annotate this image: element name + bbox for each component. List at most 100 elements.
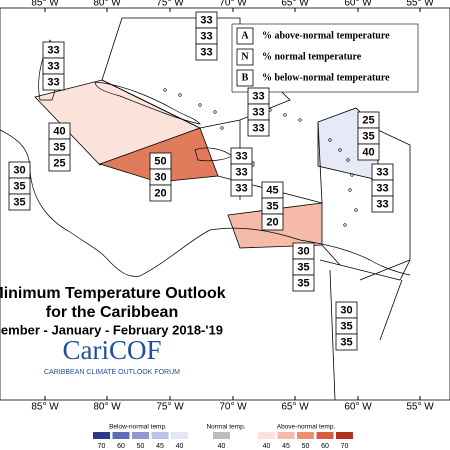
prob-value: 33 — [235, 166, 247, 178]
title: for the Caribbean — [46, 304, 178, 321]
prob-value: 33 — [376, 182, 388, 194]
prob-value: 45 — [266, 184, 278, 196]
colorbar-swatch — [171, 432, 188, 439]
prob-value: 35 — [297, 277, 309, 289]
island — [198, 103, 202, 107]
prob-value: 35 — [340, 336, 352, 348]
prob-value: 50 — [154, 155, 166, 167]
longitude-label: 55° W — [406, 402, 434, 413]
prob-value: 33 — [235, 150, 247, 162]
colorbar-swatch — [151, 432, 169, 439]
island — [354, 208, 358, 212]
prob-box — [8, 193, 31, 211]
prob-value: 33 — [200, 30, 212, 42]
colorbar-tick: 40 — [176, 443, 184, 450]
island — [343, 223, 347, 227]
longitude-label: 60° W — [344, 0, 372, 9]
prob-value: 20 — [154, 187, 166, 199]
prob-value: 40 — [53, 125, 65, 137]
island — [298, 118, 302, 122]
prob-value: 30 — [297, 245, 309, 257]
prob-value: 33 — [47, 44, 59, 56]
colorbar-label: Normal temp. — [206, 424, 245, 431]
longitude-label: 75° W — [156, 0, 184, 9]
colorbar-label: Above-normal temp. — [277, 424, 336, 431]
prob-value: 40 — [362, 146, 374, 158]
prob-value: 33 — [200, 14, 212, 26]
prob-value: 35 — [362, 130, 374, 142]
prob-value: 20 — [266, 216, 278, 228]
longitude-label: 65° W — [281, 0, 309, 9]
longitude-label: 70° W — [219, 402, 247, 413]
colorbar-tick: 40 — [218, 443, 226, 450]
prob-box — [335, 333, 358, 351]
prob-box — [357, 143, 380, 161]
prob-box — [292, 274, 315, 292]
prob-value: 33 — [47, 76, 59, 88]
longitude-label: 70° W — [219, 0, 247, 9]
colorbar-swatch — [112, 432, 130, 439]
prob-value: 33 — [235, 182, 247, 194]
prob-value: 30 — [340, 304, 352, 316]
prob-box — [149, 184, 172, 202]
prob-box — [371, 195, 394, 213]
longitude-label: 55° W — [406, 0, 434, 9]
key-letter-box — [236, 48, 254, 66]
colorbar-tick: 50 — [137, 443, 145, 450]
island — [163, 88, 167, 92]
island — [350, 173, 354, 177]
prob-value: 33 — [376, 198, 388, 210]
prob-value: 35 — [53, 141, 65, 153]
prob-value: 33 — [252, 90, 264, 102]
colorbar-swatch — [316, 432, 334, 439]
prob-value: 30 — [13, 164, 25, 176]
prob-value: 33 — [47, 60, 59, 72]
colorbar-tick: 50 — [302, 443, 310, 450]
longitude-label: 80° W — [93, 402, 121, 413]
longitude-label: 75° W — [156, 402, 184, 413]
colorbar-tick: 70 — [341, 443, 349, 450]
colorbar-tick: 45 — [156, 443, 164, 450]
longitude-label: 85° W — [31, 0, 59, 9]
prob-value: 25 — [362, 114, 374, 126]
longitude-label: 85° W — [31, 402, 59, 413]
prob-value: 25 — [53, 157, 65, 169]
prob-value: 35 — [340, 320, 352, 332]
colorbar-swatch — [336, 432, 353, 439]
island — [213, 110, 217, 114]
colorbar-swatch — [213, 432, 230, 439]
subtitle: December - January - February 2018-'19 — [0, 322, 223, 337]
prob-box — [247, 119, 270, 137]
prob-value: 30 — [154, 171, 166, 183]
longitude-label: 80° W — [93, 0, 121, 9]
island — [348, 188, 352, 192]
colorbar-swatch — [297, 432, 314, 439]
prob-value: 35 — [13, 196, 25, 208]
key-text: % below-normal temperature — [262, 72, 390, 83]
prob-value: 35 — [266, 200, 278, 212]
prob-value: 35 — [13, 180, 25, 192]
island-group — [163, 88, 358, 260]
island — [346, 158, 350, 162]
key-letter: N — [241, 51, 249, 62]
colorbar-label: Below-normal temp. — [109, 424, 167, 431]
colorbar-tick: 70 — [98, 443, 106, 450]
prob-value: 33 — [252, 122, 264, 134]
prob-value: 33 — [252, 106, 264, 118]
island — [338, 148, 342, 152]
prob-value: 33 — [200, 46, 212, 58]
longitude-label: 65° W — [281, 402, 309, 413]
prob-box — [48, 154, 71, 172]
colorbar-swatch — [277, 432, 295, 439]
colorbar-tick: 60 — [117, 443, 125, 450]
colorbar-swatch — [258, 432, 275, 439]
prob-value: 35 — [297, 261, 309, 273]
colorbar-swatch — [132, 432, 149, 439]
island — [328, 138, 332, 142]
island — [220, 126, 224, 130]
prob-box — [42, 73, 65, 91]
island — [283, 113, 287, 117]
prob-value: 33 — [376, 166, 388, 178]
colorbar-swatch — [93, 432, 110, 439]
